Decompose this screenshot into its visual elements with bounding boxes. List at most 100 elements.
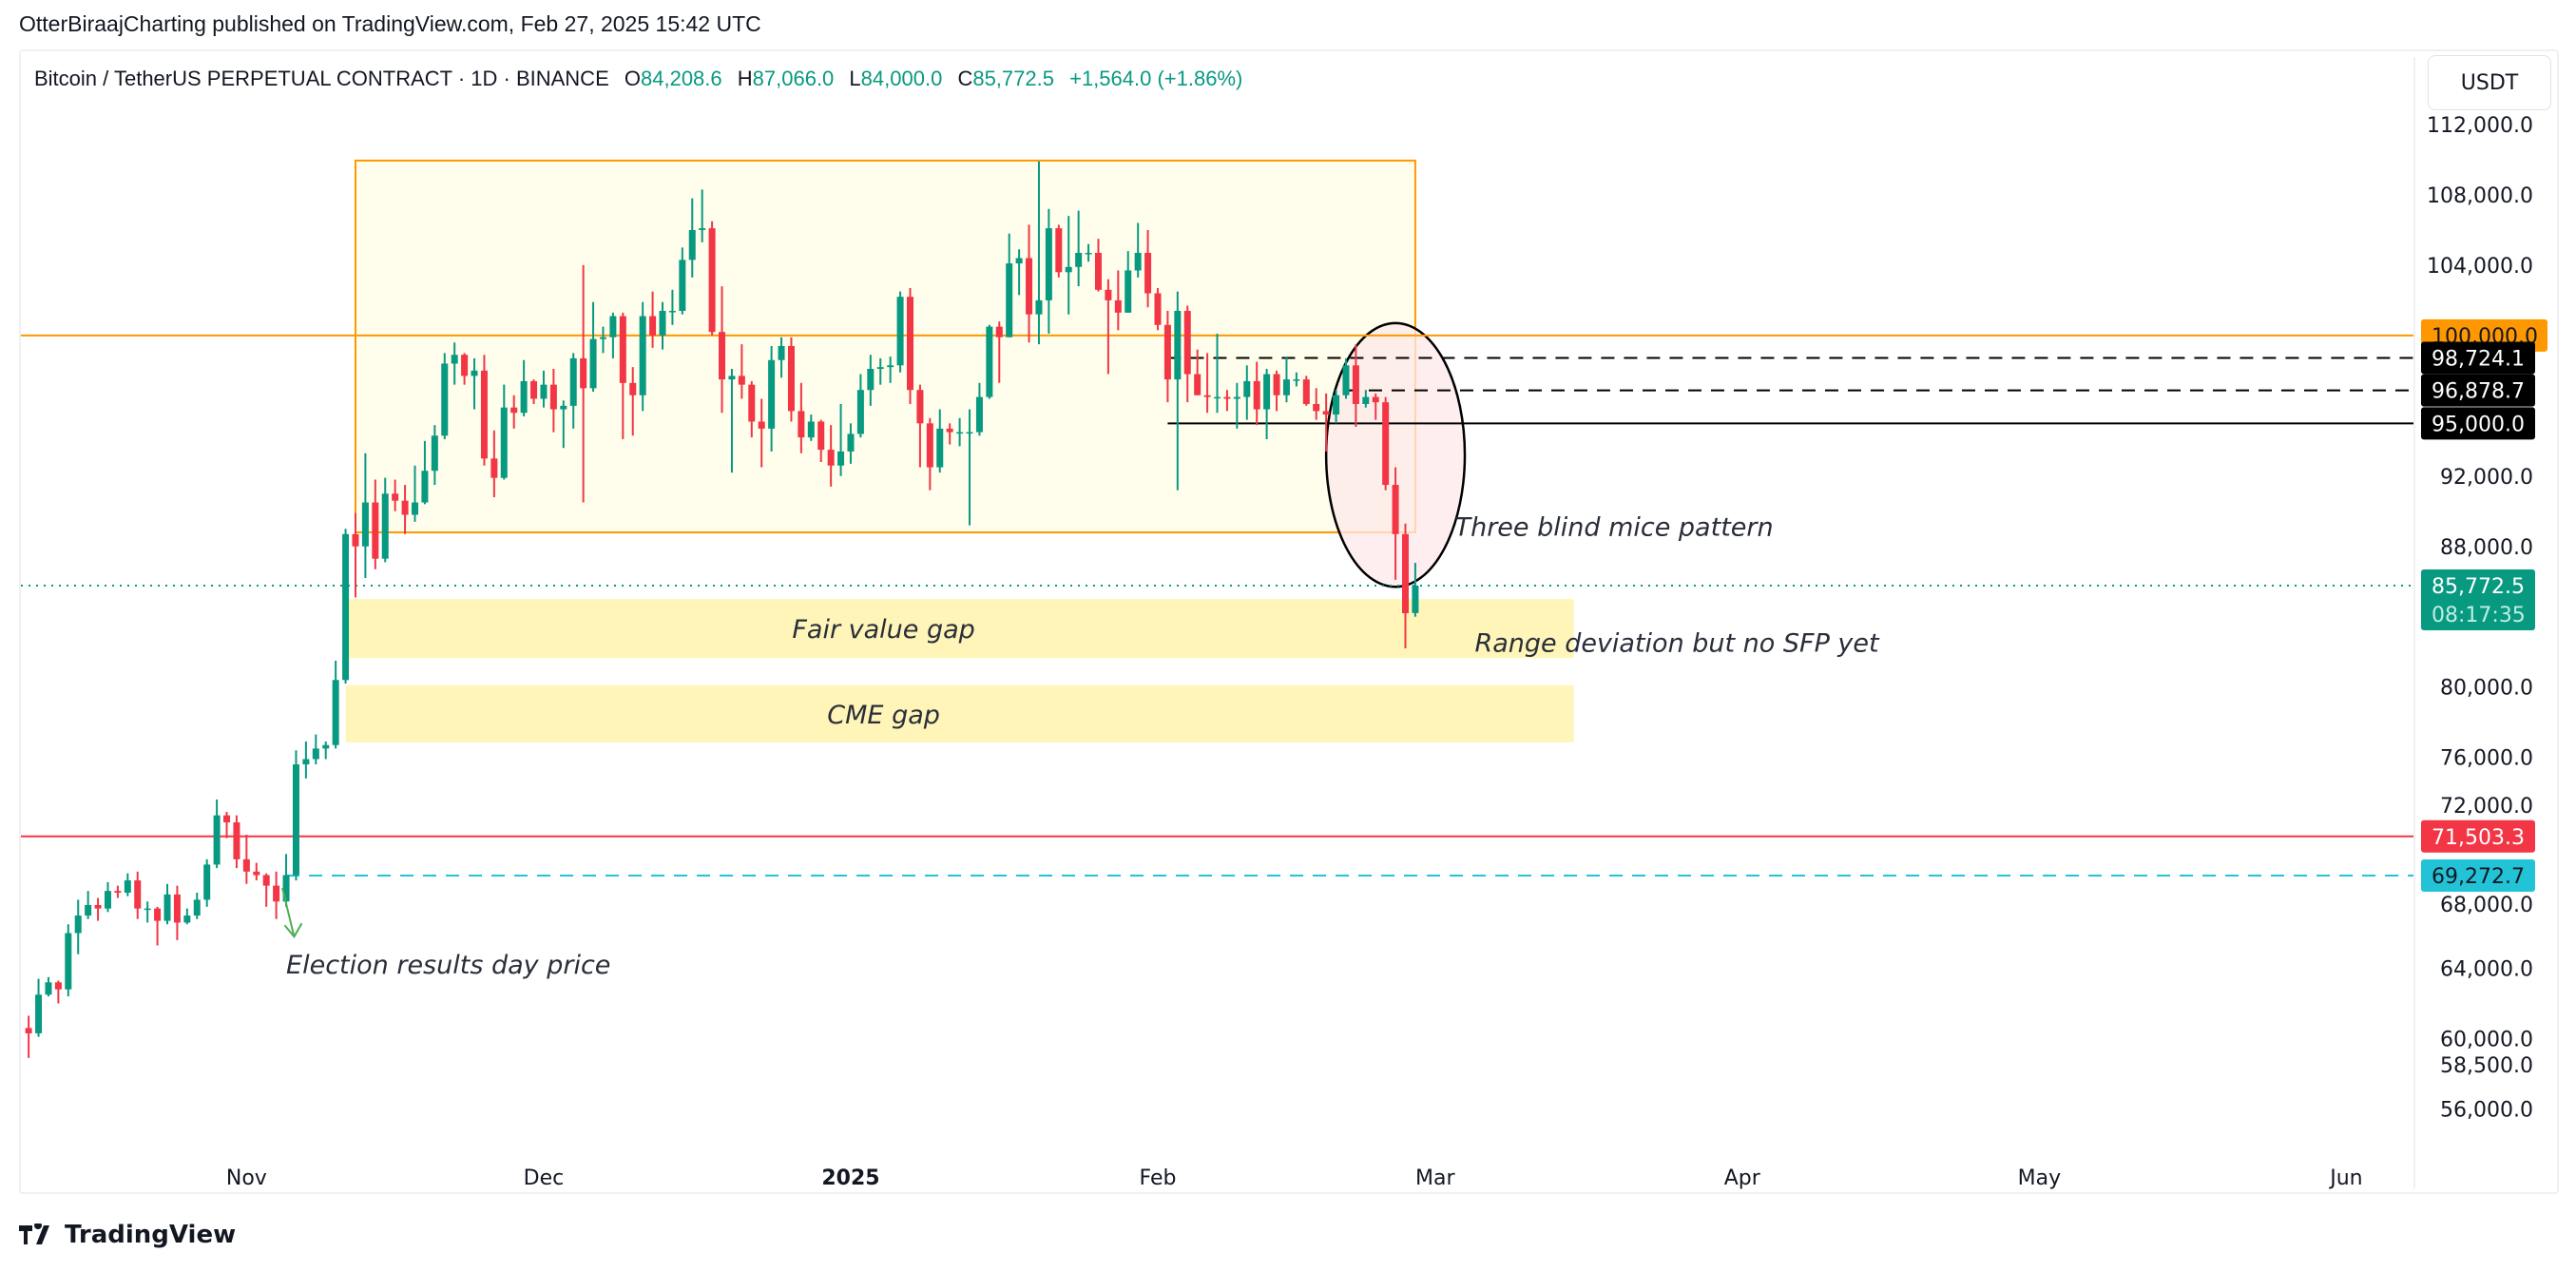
- price-tick-label: 104,000.0: [2427, 255, 2533, 279]
- election-arrow: [281, 887, 296, 937]
- candle: [381, 477, 389, 563]
- candle-body: [1065, 266, 1072, 273]
- candle-body: [213, 815, 221, 865]
- price-badge: [2421, 374, 2535, 407]
- candle: [352, 512, 359, 598]
- candle-body: [282, 875, 290, 902]
- candle-body: [104, 891, 111, 909]
- candle: [1114, 270, 1122, 331]
- symbol-legend: Bitcoin / TetherUS PERPETUAL CONTRACT · …: [34, 67, 1242, 91]
- candle: [273, 871, 280, 919]
- candle-body: [1174, 310, 1182, 380]
- candle-body: [975, 396, 983, 433]
- candle: [1333, 390, 1340, 424]
- candle: [629, 367, 637, 436]
- candle-body: [1214, 396, 1221, 399]
- candle-body: [807, 421, 815, 438]
- candle: [966, 409, 973, 526]
- candle: [540, 370, 548, 408]
- candle-body: [173, 894, 181, 923]
- candle-body: [163, 894, 171, 921]
- bar-countdown-label: 08:17:35: [2432, 604, 2526, 627]
- candle-body: [1352, 365, 1359, 404]
- candle: [560, 400, 567, 449]
- candle: [500, 384, 508, 480]
- candle-body: [431, 435, 438, 472]
- candle-body: [1094, 252, 1102, 290]
- candle: [213, 800, 221, 869]
- candle: [1125, 251, 1132, 313]
- price-tick-label: 68,000.0: [2440, 894, 2533, 917]
- candle: [25, 1015, 32, 1058]
- candle-body: [1233, 396, 1240, 399]
- candle: [401, 485, 409, 534]
- candle-body: [540, 384, 548, 399]
- candle: [856, 374, 864, 438]
- annotation-note: Three blind mice pattern: [1455, 513, 1774, 543]
- candle: [1203, 353, 1211, 414]
- candle-body: [45, 982, 52, 995]
- candle: [1372, 393, 1379, 420]
- candle-body: [738, 376, 745, 385]
- candle-body: [342, 533, 350, 681]
- candle-body: [322, 744, 330, 749]
- candle: [946, 423, 953, 445]
- price-badge-label: 69,272.7: [2432, 865, 2525, 889]
- candle-body: [471, 370, 478, 376]
- candle-body: [154, 908, 162, 921]
- candle: [1392, 467, 1399, 580]
- candle-body: [1273, 374, 1280, 395]
- candle: [124, 873, 131, 896]
- candle: [490, 430, 498, 497]
- candle-body: [1075, 252, 1083, 267]
- candle-body: [936, 428, 944, 468]
- time-tick-label: Mar: [1415, 1166, 1455, 1190]
- candle-body: [569, 357, 577, 406]
- price-tick-label: 64,000.0: [2440, 958, 2533, 982]
- candle: [778, 337, 785, 378]
- candle: [1006, 233, 1013, 337]
- candle: [916, 384, 924, 468]
- candle-body: [827, 450, 835, 466]
- candle-body: [1263, 374, 1271, 410]
- candle-body: [1125, 270, 1132, 313]
- candle-body: [867, 369, 875, 391]
- price-badge: [2421, 859, 2535, 893]
- candle: [1214, 334, 1221, 414]
- candle-body: [262, 875, 270, 886]
- range-box: [354, 159, 1416, 533]
- candle: [639, 301, 646, 412]
- candle: [134, 871, 142, 919]
- candle: [1045, 208, 1052, 335]
- candle-body: [85, 904, 92, 916]
- time-tick-label: Jun: [2328, 1166, 2362, 1190]
- candle: [1075, 210, 1083, 287]
- candle: [1293, 372, 1300, 387]
- candle: [1263, 369, 1271, 439]
- candle: [461, 353, 469, 385]
- time-tick-label: Apr: [1724, 1166, 1761, 1190]
- currency-button[interactable]: USDT: [2428, 55, 2551, 110]
- brand-name: TradingView: [65, 1221, 237, 1249]
- candle-body: [500, 407, 508, 478]
- candle-body: [688, 229, 696, 260]
- candle: [203, 858, 211, 907]
- candle-body: [490, 458, 498, 478]
- candle: [1352, 344, 1359, 428]
- symbol-title[interactable]: Bitcoin / TetherUS PERPETUAL CONTRACT · …: [34, 67, 609, 90]
- candle-body: [856, 390, 864, 434]
- candle: [619, 312, 626, 439]
- candle-body: [1085, 252, 1092, 255]
- candle-body: [1144, 252, 1152, 294]
- candle: [282, 854, 290, 907]
- candle-body: [946, 428, 953, 433]
- candle: [1273, 370, 1280, 412]
- tradingview-logo[interactable]: TradingView: [19, 1221, 236, 1249]
- candle-body: [1282, 379, 1290, 395]
- fair-value-gap-zone-label: Fair value gap: [792, 615, 974, 645]
- candle: [787, 337, 795, 422]
- candle-body: [1253, 380, 1260, 410]
- candle-body: [1154, 293, 1162, 325]
- candle: [1362, 390, 1370, 408]
